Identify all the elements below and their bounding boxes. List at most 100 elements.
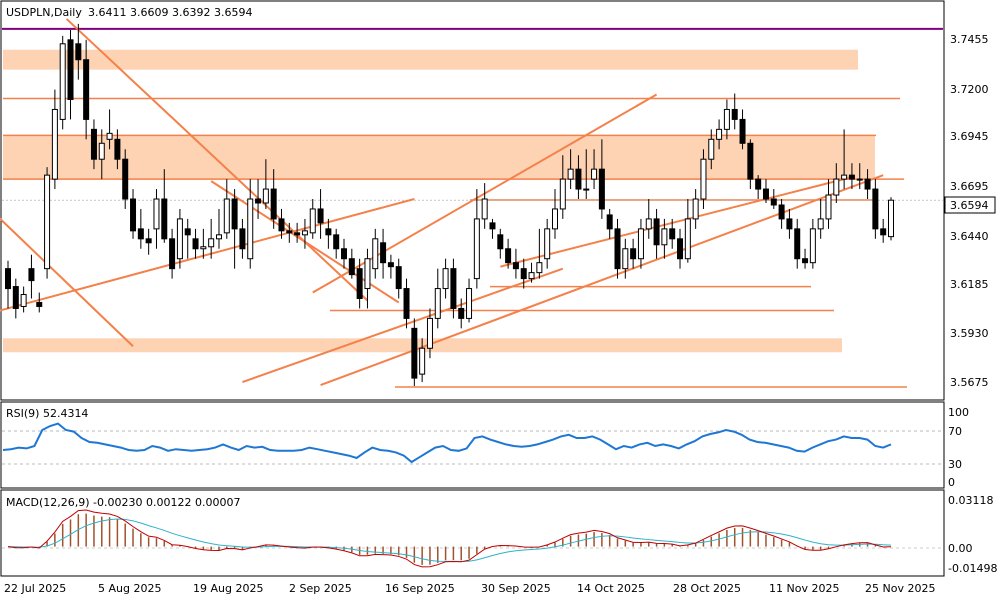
candle-body — [809, 228, 816, 264]
date-label: 28 Oct 2025 — [673, 582, 741, 595]
trendline — [65, 18, 369, 302]
candle-body — [637, 228, 644, 260]
candle-body — [723, 108, 730, 130]
candle-body — [36, 301, 43, 307]
candle-body — [426, 317, 433, 349]
candle-body — [90, 128, 97, 160]
trendline — [0, 218, 134, 347]
candle-body — [747, 142, 754, 180]
macd-title: MACD(12,26,9) -0.00230 0.00122 0.00007 — [6, 496, 240, 509]
horizontal-levels — [2, 27, 943, 388]
candle-body — [411, 327, 418, 379]
candle-body — [481, 198, 488, 220]
candle-body — [466, 288, 473, 319]
candle-body — [661, 228, 668, 246]
date-label: 11 Nov 2025 — [769, 582, 839, 595]
date-label: 16 Sep 2025 — [385, 582, 455, 595]
candle-body — [583, 188, 590, 191]
ohlc-label: 3.6411 3.6609 3.6392 3.6594 — [88, 6, 252, 19]
candle-body — [520, 268, 527, 280]
candle-body — [317, 208, 324, 224]
price-tick: 3.5930 — [950, 327, 989, 340]
candle-body — [536, 262, 543, 274]
price-tick: 3.6695 — [950, 180, 989, 193]
price-axis: 3.7455 3.7200 3.6945 3.6695 3.6440 3.618… — [950, 33, 989, 389]
candle-body — [575, 168, 582, 190]
candle-body — [677, 238, 684, 260]
date-label: 22 Jul 2025 — [4, 582, 66, 595]
candle-body — [122, 158, 129, 200]
candle-body — [512, 262, 519, 270]
candle-body — [458, 307, 465, 319]
candle-body — [802, 258, 809, 264]
candle-body — [153, 198, 160, 230]
candle-body — [833, 178, 840, 196]
candle-body — [278, 218, 285, 232]
date-label: 14 Oct 2025 — [577, 582, 645, 595]
price-tick: 3.7455 — [950, 33, 989, 46]
candle-body — [145, 238, 152, 244]
price-panel-frame — [0, 0, 945, 401]
candle-body — [12, 286, 19, 309]
candle-body — [59, 43, 66, 120]
candle-body — [559, 178, 566, 210]
macd-panel-frame — [0, 489, 945, 577]
candle-body — [325, 228, 332, 236]
rsi-tick: 0 — [948, 476, 955, 489]
candle-body — [208, 238, 215, 248]
candle-body — [215, 234, 222, 240]
candle-body — [106, 132, 113, 140]
candle-body — [606, 214, 613, 230]
candle-body — [598, 168, 605, 210]
rsi-panel-frame — [0, 401, 945, 489]
trendline — [0, 198, 415, 312]
macd-tick: 0.00 — [948, 542, 973, 555]
candle-body — [731, 108, 738, 120]
date-label: 25 Nov 2025 — [865, 582, 935, 595]
price-tick: 3.7200 — [950, 83, 989, 96]
candle-body — [262, 188, 269, 204]
candle-body — [239, 228, 246, 250]
candle-body — [872, 188, 879, 230]
price-zones — [3, 49, 875, 353]
candle-body — [161, 198, 168, 240]
candle-body — [645, 218, 652, 230]
candle-body — [786, 218, 793, 230]
price-tick: 3.6945 — [950, 130, 989, 143]
candle-body — [380, 242, 387, 264]
rsi-tick: 70 — [948, 425, 962, 438]
candle-body — [505, 248, 512, 264]
candles — [5, 23, 894, 387]
date-label: 5 Aug 2025 — [98, 582, 161, 595]
candle-body — [684, 218, 691, 260]
candle-body — [223, 198, 230, 234]
candle-body — [442, 268, 449, 290]
candle-body — [708, 138, 715, 160]
candle-body — [653, 218, 660, 246]
candle-body — [848, 174, 855, 180]
trendline — [242, 267, 564, 384]
candle-body — [169, 238, 176, 270]
price-tick: 3.6185 — [950, 278, 989, 291]
candle-body — [528, 272, 535, 280]
candle-body — [434, 288, 441, 319]
candle-body — [333, 234, 340, 250]
candle-body — [856, 178, 863, 181]
candle-body — [67, 39, 74, 101]
rsi-tick: 100 — [948, 406, 969, 419]
current-price-badge — [944, 196, 996, 214]
trendline — [500, 176, 853, 268]
candle-body — [762, 188, 769, 200]
candle-body — [75, 43, 82, 61]
candle-body — [614, 228, 621, 270]
candle-body — [497, 234, 504, 250]
macd-tick: 0.03118 — [948, 494, 994, 507]
macd-tick: -0.01498 — [948, 562, 997, 575]
candle-body — [403, 288, 410, 319]
price-zone — [3, 49, 858, 70]
candle-body — [341, 248, 348, 260]
current-price-label: 3.6594 — [950, 199, 989, 212]
candle-body — [192, 238, 199, 250]
candle-body — [716, 128, 723, 140]
